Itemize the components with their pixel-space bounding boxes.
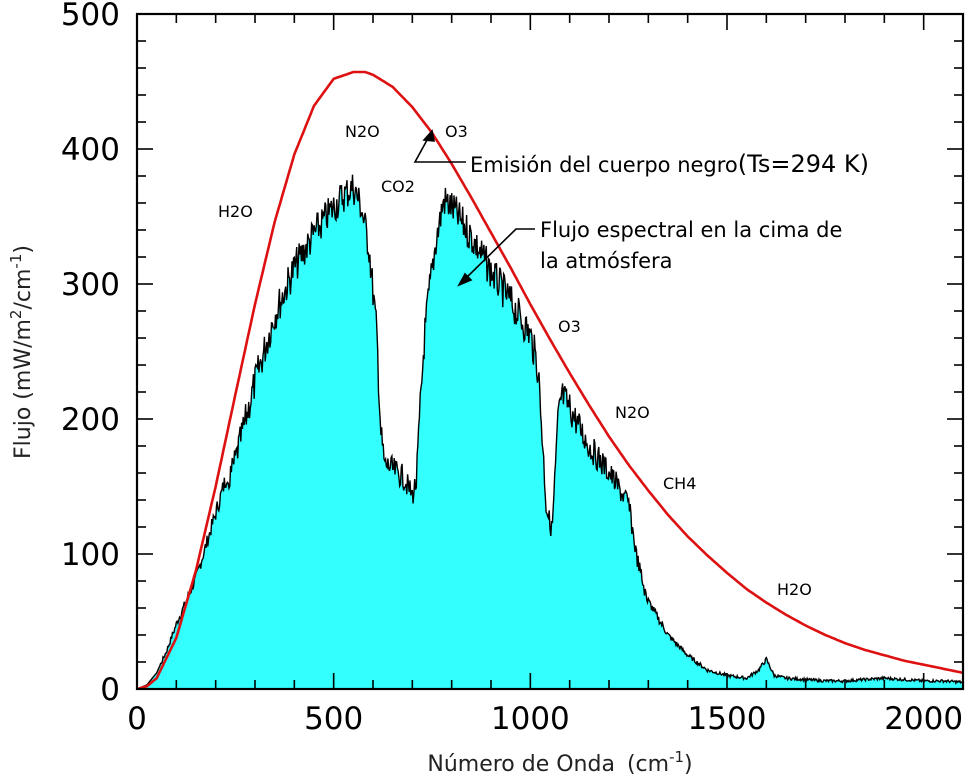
annotation-h2o-right: H2O	[777, 580, 812, 599]
toa-label-line1: Flujo espectral en la cima de	[540, 218, 842, 242]
blackbody-label: Emisión del cuerpo negro(Ts=294 K)	[470, 150, 869, 178]
annotation-ch4: CH4	[663, 474, 696, 493]
y-axis-title: Flujo (mW/m2/cm-1)	[7, 245, 36, 459]
toa-flux-line	[137, 174, 963, 689]
x-tick-label: 1000	[491, 701, 570, 737]
annotation-co2: CO2	[381, 177, 415, 196]
annotation-h2o-left: H2O	[218, 202, 253, 221]
y-tick-label: 300	[61, 267, 120, 303]
y-tick-label: 100	[61, 537, 120, 573]
y-tick-label: 400	[61, 132, 120, 168]
x-tick-label: 2000	[884, 701, 963, 737]
plot-frame	[135, 12, 965, 691]
x-axis-title: Número de Onda (cm-1)	[427, 748, 692, 777]
toa-label-line2: la atmósfera	[540, 249, 673, 273]
annotation-o3-top: O3	[445, 122, 468, 141]
blackbody-curve	[137, 70, 963, 689]
y-tick-label: 0	[100, 672, 120, 708]
x-tick-label: 1500	[688, 701, 767, 737]
annotation-n2o-top: N2O	[345, 122, 380, 141]
y-tick-label: 200	[61, 402, 120, 438]
toa-arrow	[457, 228, 535, 287]
annotation-o3-right: O3	[558, 317, 581, 336]
toa-flux-area	[137, 174, 963, 689]
annotation-n2o-right: N2O	[615, 403, 650, 422]
x-tick-label: 0	[127, 701, 147, 737]
x-tick-label: 500	[304, 701, 363, 737]
y-tick-label: 500	[61, 0, 120, 33]
blackbody-arrow	[413, 129, 466, 163]
